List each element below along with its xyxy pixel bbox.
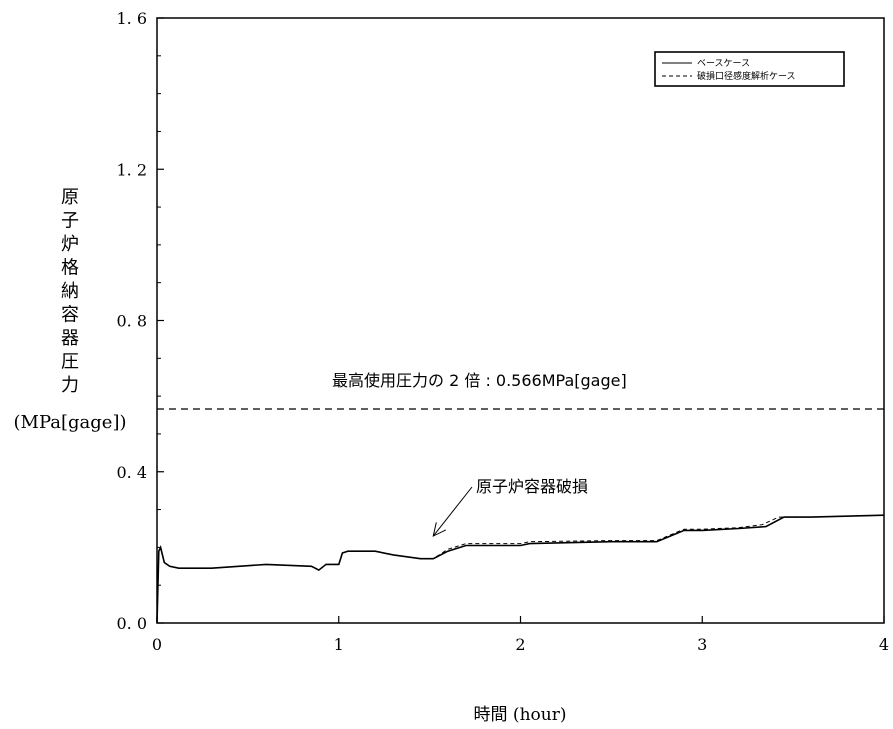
legend-box [654, 51, 845, 87]
y-axis-label-char: 子 [61, 211, 79, 232]
series-line-2 [156, 514, 885, 624]
series-line-1 [156, 514, 885, 624]
annotation-label: 原子炉容器破損 [476, 477, 588, 496]
y-axis-label-char: 力 [61, 375, 79, 396]
y-axis-label-char: 器 [61, 328, 79, 349]
y-tick-label: 0. 8 [116, 312, 147, 331]
x-axis-label: 時間 (hour) [474, 705, 567, 725]
y-axis-unit: (MPa[gage]) [14, 412, 127, 433]
legend: ベースケース 破損口径感度解析ケース [654, 51, 845, 87]
annotation-arrowhead [432, 522, 447, 537]
x-tick-label: 1 [334, 635, 344, 654]
y-axis-label-char: 納 [61, 281, 79, 302]
reference-line-label: 最高使用圧力の 2 倍 : 0.566MPa[gage] [332, 371, 627, 390]
y-axis-label-char: 炉 [61, 234, 79, 255]
y-axis-label-char: 格 [61, 258, 79, 279]
x-tick-label: 0 [152, 635, 162, 654]
y-tick-label: 0. 4 [116, 463, 147, 482]
y-axis-label: 原子炉格納容器圧力 [61, 187, 79, 396]
legend-label-2: 破損口径感度解析ケース [697, 70, 796, 82]
y-tick-label: 0. 0 [116, 614, 147, 633]
y-axis-label-char: 容 [61, 305, 79, 326]
x-tick-label: 2 [515, 635, 525, 654]
y-tick-label: 1. 2 [116, 160, 147, 179]
y-axis-label-char: 原 [61, 187, 79, 208]
annotation-arrow [432, 486, 473, 537]
legend-label-1: ベースケース [697, 58, 750, 69]
y-axis-label-char: 圧 [61, 352, 79, 373]
x-tick-label: 3 [697, 635, 707, 654]
y-tick-label: 1. 6 [116, 9, 147, 28]
x-tick-label: 4 [879, 635, 889, 654]
plot-frame [156, 17, 885, 624]
